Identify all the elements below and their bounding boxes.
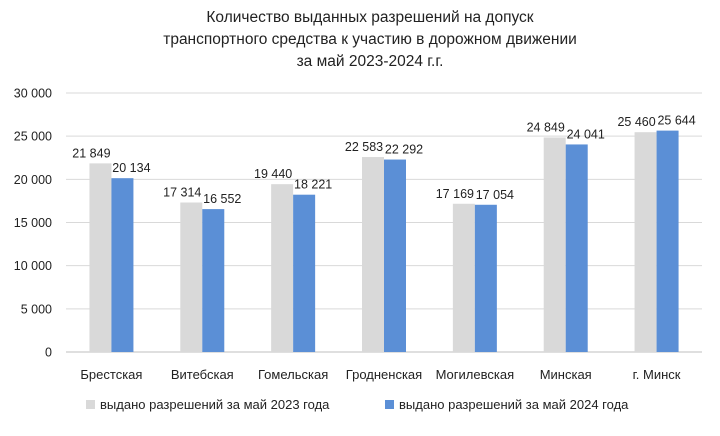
bar-2024	[565, 144, 588, 352]
x-category-label: Минская	[540, 367, 592, 382]
chart-title-line-3: за май 2023-2024 г.г.	[297, 53, 444, 70]
x-category-label: Брестская	[80, 367, 142, 382]
data-label: 25 644	[657, 114, 695, 128]
data-label: 17 314	[163, 186, 201, 200]
x-category-label: Могилевская	[436, 367, 515, 382]
data-label: 21 849	[72, 146, 110, 160]
data-label: 24 041	[567, 127, 605, 141]
bar-2023	[543, 137, 566, 352]
y-axis: 0 5 000 10 000 15 000 20 000 25 000 30 000	[14, 87, 52, 360]
legend-label-2024: выдано разрешений за май 2024 года	[399, 397, 629, 412]
data-label: 22 292	[385, 143, 423, 157]
y-tick-label: 25 000	[14, 130, 52, 144]
y-tick-label: 15 000	[14, 216, 52, 230]
data-label: 17 054	[476, 188, 514, 202]
chart-title-line-2: транспортного средства к участию в дорож…	[163, 31, 577, 48]
bar-2024	[474, 204, 497, 352]
legend: выдано разрешений за май 2023 года выдан…	[86, 397, 629, 412]
bar-2024	[293, 194, 316, 352]
x-category-label: г. Минск	[633, 367, 681, 382]
chart-title: Количество выданных разрешений на допуск…	[163, 9, 577, 70]
bar-2023	[180, 202, 203, 352]
y-tick-label: 20 000	[14, 173, 52, 187]
bar-2023	[271, 184, 294, 352]
x-category-label: Гомельская	[258, 367, 328, 382]
data-label: 25 460	[617, 115, 655, 129]
data-label: 17 169	[436, 187, 474, 201]
y-tick-label: 0	[45, 346, 52, 360]
bar-2023	[634, 132, 657, 352]
x-category-label: Витебская	[171, 367, 234, 382]
legend-label-2023: выдано разрешений за май 2023 года	[100, 397, 330, 412]
y-tick-label: 10 000	[14, 259, 52, 273]
legend-swatch-2023	[86, 400, 95, 409]
legend-swatch-2024	[385, 400, 394, 409]
data-label: 22 583	[345, 140, 383, 154]
y-tick-label: 5 000	[21, 302, 52, 316]
data-label: 20 134	[112, 161, 150, 175]
data-label: 19 440	[254, 167, 292, 181]
data-label: 16 552	[203, 192, 241, 206]
bar-2024	[202, 209, 225, 352]
bar-2024	[656, 130, 679, 352]
data-label: 24 849	[527, 120, 565, 134]
y-tick-label: 30 000	[14, 87, 52, 101]
bar-2024	[384, 159, 406, 352]
bar-2023	[452, 203, 475, 352]
x-axis: Брестская Витебская Гомельская Гродненская М…	[80, 367, 680, 382]
chart-title-line-1: Количество выданных разрешений на допуск	[206, 9, 533, 26]
data-label: 18 221	[294, 178, 332, 192]
bar-2023	[362, 157, 384, 352]
bar-2023	[89, 163, 112, 352]
x-category-label: Гродненская	[346, 367, 422, 382]
bar-2024	[111, 178, 134, 352]
